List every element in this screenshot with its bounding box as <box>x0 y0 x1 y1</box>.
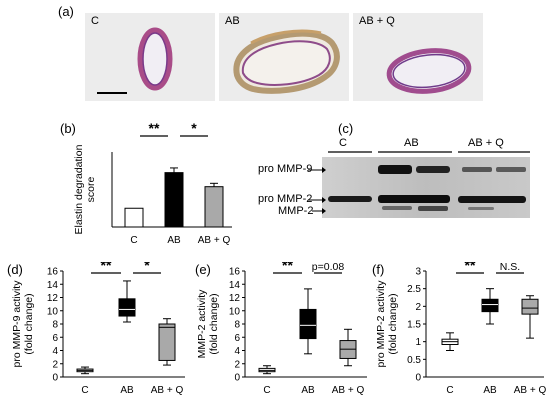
micrograph-abq: AB + Q <box>353 13 483 101</box>
micrograph-ab: AB <box>219 13 349 101</box>
bar <box>124 207 144 228</box>
x-tick-label: AB <box>120 385 134 396</box>
x-tick-label: C <box>81 385 88 396</box>
y-axis-label: pro MMP-9 activity <box>11 280 23 368</box>
significance-label: p=0.08 <box>312 262 345 273</box>
y-axis-label: (fold change) <box>23 293 35 354</box>
box <box>521 298 539 315</box>
lane-label-ab: AB <box>404 137 419 149</box>
y-tick-label: 14 <box>47 280 59 291</box>
y-tick-label: 1 <box>415 337 421 348</box>
y-tick-label: 12 <box>47 293 59 304</box>
box <box>481 298 499 313</box>
micrograph-label-ab: AB <box>225 15 240 27</box>
x-tick-label: AB + Q <box>198 235 231 246</box>
y-tick-label: 4 <box>52 346 58 357</box>
significance-label: ** <box>101 262 112 273</box>
pro-mmp2-box-plot: 0 0.5 1 1.5 2 2.5 3 C AB AB + Q pro MMP-2 activity… <box>375 262 547 396</box>
y-tick-label: 12 <box>229 293 241 304</box>
x-tick-label: AB <box>301 385 315 396</box>
panel-label-d: (d) <box>7 262 23 277</box>
y-tick-label: 16 <box>229 267 241 278</box>
significance-label: ** <box>282 262 293 273</box>
micrograph-label-control: C <box>91 15 99 27</box>
y-tick-label: 1.5 <box>407 320 421 331</box>
pro-mmp9-box-plot: 0 2 4 6 8 10 12 14 16 C AB AB + Q pro MMP-9 activity… <box>11 262 185 396</box>
micrograph-control: C <box>85 13 215 101</box>
band-label-mmp2: MMP-2 <box>278 205 314 217</box>
bar <box>164 172 184 228</box>
y-axis-label: (fold change) <box>208 293 220 354</box>
y-tick-label: 8 <box>234 320 240 331</box>
y-tick-label: 0 <box>52 373 58 384</box>
aorta-section-control <box>97 27 173 94</box>
y-tick-label: 3 <box>415 267 421 278</box>
micrograph-label-abq: AB + Q <box>359 15 395 27</box>
x-tick-label: AB + Q <box>514 385 547 396</box>
box <box>299 308 317 340</box>
x-tick-label: C <box>130 235 137 246</box>
y-axis-label: MMP-2 activity <box>196 289 208 359</box>
x-tick-label: AB <box>483 385 497 396</box>
significance-label: * <box>191 120 197 136</box>
y-tick-label: 6 <box>52 333 58 344</box>
zymogram-lane-header: C AB AB + Q <box>322 136 548 158</box>
panel-label-c: (c) <box>338 121 354 136</box>
x-tick-label: C <box>263 385 270 396</box>
aorta-section-abq <box>386 48 472 94</box>
panel-label-a: (a) <box>58 4 74 19</box>
significance-label: N.S. <box>500 262 520 273</box>
y-tick-label: 4 <box>234 346 240 357</box>
zymogram-gel <box>322 157 530 218</box>
y-axis-label: pro MMP-2 activity <box>375 280 387 368</box>
aorta-section-ab <box>233 29 340 94</box>
y-tick-label: 10 <box>47 306 59 317</box>
y-tick-label: 10 <box>229 306 241 317</box>
lane-label-abq: AB + Q <box>468 137 504 149</box>
y-tick-label: 0 <box>234 373 240 384</box>
lane-label-control: C <box>339 137 347 149</box>
panel-label-b: (b) <box>60 121 76 136</box>
y-tick-label: 16 <box>47 267 59 278</box>
significance-label: ** <box>465 262 476 273</box>
bar <box>204 186 224 228</box>
y-tick-label: 2 <box>52 359 58 370</box>
box <box>118 298 136 317</box>
y-tick-label: 2.5 <box>407 284 421 295</box>
x-tick-label: AB + Q <box>151 385 184 396</box>
y-axis-label: score <box>85 177 97 203</box>
band-arrows <box>308 167 326 214</box>
y-tick-label: 0.5 <box>407 355 421 366</box>
panel-label-f: (f) <box>372 262 385 277</box>
band-label-pro-mmp2: pro MMP-2 <box>258 193 313 205</box>
x-tick-label: AB <box>167 235 181 246</box>
significance-label: * <box>144 262 150 273</box>
mmp2-box-plot: 0 2 4 6 8 10 12 14 16 C AB AB + Q MMP-2 activity (fol… <box>196 262 367 396</box>
y-axis-label: Elastin degradation <box>73 144 85 234</box>
x-tick-label: AB + Q <box>332 385 365 396</box>
significance-label: ** <box>149 120 160 136</box>
y-tick-label: 2 <box>415 302 421 313</box>
x-tick-label: C <box>446 385 453 396</box>
band-label-pro-mmp9: pro MMP-9 <box>258 163 313 175</box>
y-tick-label: 8 <box>52 320 58 331</box>
y-tick-label: 14 <box>229 280 241 291</box>
y-tick-label: 0 <box>415 373 421 384</box>
y-tick-label: 6 <box>234 333 240 344</box>
y-tick-label: 2 <box>234 359 240 370</box>
y-axis-label: (fold change) <box>387 293 399 354</box>
panel-label-e: (e) <box>195 262 211 277</box>
box <box>158 323 176 361</box>
